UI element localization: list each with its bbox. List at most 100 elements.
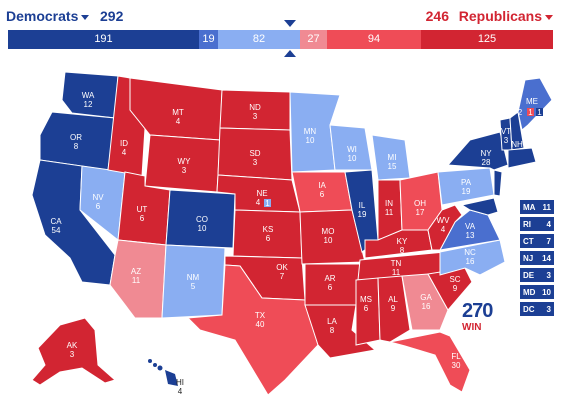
- state-me-district-1[interactable]: [527, 108, 534, 116]
- state-ar[interactable]: [304, 263, 361, 306]
- state-wv[interactable]: [427, 204, 463, 251]
- state-ak-abbr: AK: [67, 341, 78, 350]
- state-me-abbr: ME: [526, 97, 538, 106]
- state-sc-votes: 9: [453, 284, 458, 293]
- small-states-list: MA 11 RI 4 CT 7 NJ 14 DE 3 MD 10 DC 3: [520, 200, 554, 319]
- state-mi-votes: 15: [388, 162, 397, 171]
- state-id-votes: 4: [122, 148, 127, 157]
- state-tx[interactable]: [186, 264, 319, 396]
- state-me-votes: 2: [518, 108, 523, 117]
- state-va-abbr: VA: [465, 222, 476, 231]
- bar-segment-lean-rep: 27: [300, 30, 327, 49]
- small-state-votes: 3: [546, 304, 551, 314]
- 270-marker-bottom-icon: [284, 50, 296, 57]
- republicans-label: Republicans: [458, 8, 542, 24]
- state-co-abbr: CO: [196, 215, 208, 224]
- state-or-votes: 8: [74, 142, 79, 151]
- chevron-down-icon: [545, 14, 553, 20]
- state-nc-votes: 16: [466, 257, 475, 266]
- state-ok-abbr: OK: [276, 263, 288, 272]
- state-ma-ct-ri[interactable]: [507, 147, 537, 169]
- state-in-votes: 11: [385, 208, 394, 217]
- 270towin-logo: 270 WIN: [462, 300, 500, 336]
- state-nv-votes: 6: [96, 202, 101, 211]
- state-ks-abbr: KS: [263, 225, 274, 234]
- state-sd-votes: 3: [253, 158, 258, 167]
- state-ne-district-votes: 1: [265, 199, 270, 208]
- bar-segment-likely-rep: 94: [327, 30, 421, 49]
- state-wv-abbr: WV: [437, 216, 451, 225]
- state-oh-votes: 17: [416, 208, 425, 217]
- state-de-md[interactable]: [460, 197, 499, 216]
- state-ny-abbr: NY: [480, 149, 492, 158]
- small-state-nj[interactable]: NJ 14: [520, 251, 554, 265]
- republicans-dropdown[interactable]: Republicans: [459, 8, 553, 24]
- state-ny[interactable]: [446, 131, 509, 171]
- state-ia-abbr: IA: [318, 181, 326, 190]
- democrats-total: 292: [100, 8, 124, 24]
- state-nm-votes: 5: [191, 282, 196, 291]
- bar-segment-likely-dem: 19: [199, 30, 218, 49]
- state-ak-votes: 3: [70, 350, 75, 359]
- democrats-dropdown[interactable]: Democrats: [6, 8, 90, 24]
- state-wy-abbr: WY: [178, 157, 192, 166]
- small-state-de[interactable]: DE 3: [520, 268, 554, 282]
- 270-marker-top-icon: [284, 20, 296, 27]
- state-ks-votes: 6: [266, 234, 271, 243]
- small-state-votes: 10: [542, 287, 551, 297]
- state-nh[interactable]: [509, 111, 525, 151]
- state-sd-abbr: SD: [249, 149, 260, 158]
- state-al[interactable]: [377, 275, 411, 343]
- state-sc-abbr: SC: [449, 275, 460, 284]
- small-state-md[interactable]: MD 10: [520, 285, 554, 299]
- state-wa-abbr: WA: [82, 91, 95, 100]
- state-wy-votes: 3: [182, 166, 187, 175]
- state-hi[interactable]: [148, 359, 178, 386]
- state-or-abbr: OR: [70, 133, 82, 142]
- state-vt-abbr: VT: [501, 127, 511, 136]
- state-nc-abbr: NC: [464, 248, 476, 257]
- state-ms-abbr: MS: [360, 295, 372, 304]
- state-me[interactable]: [517, 77, 553, 131]
- state-fl-votes: 30: [452, 361, 461, 370]
- state-nh-abbr: NH: [511, 140, 523, 149]
- small-state-abbr: DE: [523, 270, 535, 280]
- bar-segment-safe-dem: 191: [8, 30, 199, 49]
- state-ms[interactable]: [355, 277, 381, 346]
- chevron-down-icon: [81, 14, 90, 20]
- state-mo-votes: 10: [324, 236, 333, 245]
- state-ia-votes: 6: [320, 190, 325, 199]
- state-ky-abbr: KY: [397, 237, 408, 246]
- small-state-abbr: NJ: [523, 253, 534, 263]
- bar-segment-lean-dem: 82: [218, 30, 300, 49]
- state-id-abbr: ID: [120, 139, 128, 148]
- state-ca-abbr: CA: [50, 217, 62, 226]
- state-fl[interactable]: [389, 331, 471, 393]
- small-state-ri[interactable]: RI 4: [520, 217, 554, 231]
- state-me-district-2[interactable]: [536, 108, 543, 116]
- state-nd-abbr: ND: [249, 103, 261, 112]
- small-state-abbr: DC: [523, 304, 535, 314]
- state-pa-abbr: PA: [461, 178, 472, 187]
- state-nj[interactable]: [493, 169, 503, 197]
- state-nm-abbr: NM: [187, 273, 200, 282]
- state-me-district-2-votes: 1: [537, 108, 542, 117]
- logo-number: 270: [462, 300, 493, 322]
- small-state-abbr: CT: [523, 236, 534, 246]
- state-hi-votes: 4: [178, 387, 183, 396]
- small-state-ct[interactable]: CT 7: [520, 234, 554, 248]
- state-hi-abbr: HI: [176, 378, 184, 387]
- state-ny-votes: 28: [482, 158, 491, 167]
- state-az-votes: 11: [132, 276, 141, 285]
- state-wi-votes: 10: [348, 154, 357, 163]
- state-ne-district[interactable]: [264, 199, 271, 207]
- small-state-dc[interactable]: DC 3: [520, 302, 554, 316]
- state-wa-votes: 12: [84, 100, 93, 109]
- state-ak[interactable]: [31, 317, 117, 386]
- state-al-abbr: AL: [388, 295, 398, 304]
- state-ga[interactable]: [401, 273, 449, 331]
- state-va-votes: 13: [466, 231, 475, 240]
- small-state-ma[interactable]: MA 11: [520, 200, 554, 214]
- state-co-votes: 10: [198, 224, 207, 233]
